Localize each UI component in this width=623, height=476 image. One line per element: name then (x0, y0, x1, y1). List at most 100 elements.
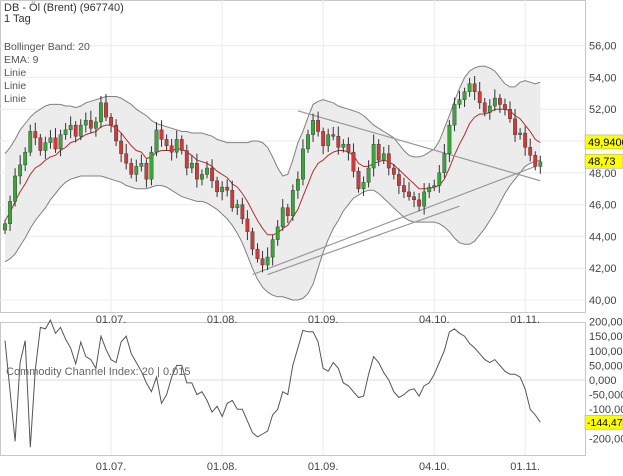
candle (144, 163, 149, 180)
candle (215, 180, 219, 193)
price-y-tick-label: 46,00 (589, 200, 617, 212)
candle (109, 116, 113, 126)
cci-x-tick-label: 04.10. (419, 461, 450, 473)
candle (341, 143, 346, 148)
candle (169, 145, 174, 153)
cci-panel-frame (0, 322, 586, 456)
price-y-tick-label: 42,00 (589, 263, 617, 275)
candle (124, 153, 129, 164)
cci-y-tick-label: -200,000 (589, 433, 623, 445)
bollinger-upper-line (4, 65, 541, 177)
candle (296, 178, 300, 191)
candle (412, 196, 416, 201)
candle (43, 142, 48, 151)
candle (270, 239, 275, 258)
price-value-box (584, 134, 623, 150)
candle (8, 201, 12, 224)
candle (301, 148, 305, 180)
candle (311, 120, 315, 135)
cci-value-label: -144,4772 (587, 417, 623, 429)
legend-line-3: Linie (4, 93, 27, 105)
candle (326, 134, 331, 146)
candle (391, 167, 396, 175)
candle (184, 150, 189, 169)
candle (422, 191, 427, 207)
candle (321, 131, 326, 146)
price-value-box (584, 153, 623, 169)
candle (245, 218, 250, 232)
candle (508, 108, 512, 119)
price-x-tick-label: 01.09. (308, 314, 339, 326)
candle (316, 120, 320, 132)
candle (250, 231, 255, 250)
candle (240, 204, 245, 220)
legend-bollinger: Bollinger Band: 20 (4, 41, 90, 53)
candle (68, 124, 73, 131)
candle (99, 102, 103, 123)
candle (503, 104, 507, 110)
candle (366, 167, 371, 183)
legend-line-2: Linie (4, 80, 27, 92)
candle (48, 137, 53, 143)
candle (159, 129, 164, 140)
candle (83, 120, 88, 126)
cci-y-tick-label: 50,000 (589, 360, 623, 372)
price-y-tick-label: 48,00 (589, 168, 617, 180)
price-y-tick-label: 56,00 (589, 41, 617, 53)
candle (38, 137, 43, 151)
candle (528, 147, 533, 156)
candle (538, 161, 543, 167)
candle (104, 102, 108, 118)
price-y-tick-label: 52,00 (589, 104, 617, 116)
candle (58, 134, 63, 150)
candle (119, 140, 124, 154)
candle (290, 190, 295, 216)
candle (457, 99, 462, 105)
chart-period: 1 Tag (4, 13, 31, 25)
price-value-label: 49,94002 (588, 137, 623, 149)
cci-line (4, 318, 541, 448)
legend-line-1: Linie (4, 67, 27, 79)
candle (356, 171, 361, 189)
candle (533, 155, 538, 167)
price-y-tick-label: 54,00 (589, 72, 617, 84)
candle (225, 186, 230, 191)
candle (402, 185, 406, 193)
candle (210, 167, 214, 181)
candle (200, 174, 204, 180)
candle (462, 91, 467, 100)
candle (432, 185, 437, 188)
candle (88, 120, 93, 129)
price-x-tick-label: 01.07. (96, 314, 127, 326)
cci-value-box (584, 414, 623, 430)
candle (53, 137, 58, 150)
price-value-label: 48,73 (588, 156, 616, 168)
cci-y-tick-label: -50,000 (589, 390, 623, 402)
candle (230, 190, 235, 208)
trendline-3 (297, 110, 541, 182)
candle (306, 134, 310, 150)
candle (351, 151, 356, 172)
candle (194, 163, 199, 180)
trendline-2 (267, 205, 460, 276)
candle (407, 191, 411, 197)
chart-title: DB - Öl (Brent) (967740) (4, 2, 124, 14)
candle (447, 124, 452, 154)
candle (275, 226, 280, 240)
candle (23, 151, 28, 166)
candle (472, 83, 477, 92)
price-y-tick-label: 44,00 (589, 231, 617, 243)
candle (205, 167, 209, 175)
candle (3, 223, 7, 231)
candle (331, 134, 336, 137)
candle (174, 139, 179, 153)
candle (260, 258, 265, 266)
candle (285, 207, 290, 216)
candle (376, 143, 381, 161)
candle (63, 129, 68, 135)
candle (78, 124, 83, 137)
candle (280, 207, 285, 228)
candle (498, 97, 502, 105)
candle (346, 143, 351, 153)
